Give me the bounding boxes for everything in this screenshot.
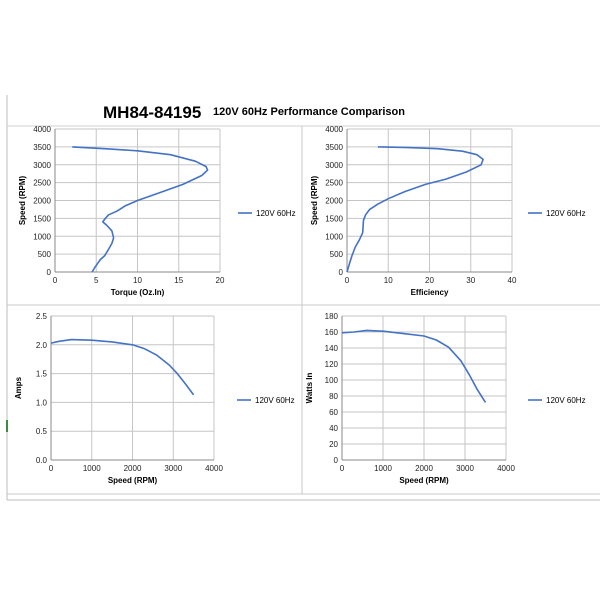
chart4-x-tick-label: 0 bbox=[340, 464, 345, 473]
chart4-x-tick-label: 2000 bbox=[415, 464, 433, 473]
chart2-x-tick-label: 0 bbox=[345, 276, 350, 285]
chart2-legend-label: 120V 60Hz bbox=[546, 209, 586, 218]
chart2-y-tick-label: 4000 bbox=[325, 125, 343, 134]
chart3-y-axis-label: Amps bbox=[14, 376, 23, 399]
chart4-x-tick-label: 4000 bbox=[497, 464, 515, 473]
chart2-x-tick-label: 20 bbox=[425, 276, 434, 285]
chart3-y-tick-label: 2.5 bbox=[36, 312, 48, 321]
chart3-x-tick-label: 4000 bbox=[205, 464, 223, 473]
chart2-y-tick-label: 2000 bbox=[325, 197, 343, 206]
chart1-x-tick-label: 15 bbox=[174, 276, 183, 285]
chart3-y-tick-label: 1.5 bbox=[36, 370, 48, 379]
chart4-y-tick-label: 80 bbox=[329, 392, 338, 401]
chart4-y-tick-label: 0 bbox=[334, 456, 339, 465]
chart2-x-tick-label: 30 bbox=[466, 276, 475, 285]
chart1-y-tick-label: 500 bbox=[38, 250, 52, 259]
chart1-x-axis-label: Torque (Oz.In) bbox=[111, 288, 165, 297]
chart2-x-tick-label: 10 bbox=[384, 276, 393, 285]
chart2-series-line bbox=[346, 146, 484, 273]
chart4-x-tick-label: 3000 bbox=[456, 464, 474, 473]
chart2-y-tick-label: 0 bbox=[339, 268, 344, 277]
chart4-series-line bbox=[341, 329, 487, 403]
chart4-y-tick-label: 140 bbox=[325, 344, 339, 353]
chart3-y-tick-label: 2.0 bbox=[36, 341, 48, 350]
chart3-series-line bbox=[50, 338, 195, 396]
chart3-y-tick-label: 1.0 bbox=[36, 398, 48, 407]
page-title: MH84-84195 bbox=[103, 103, 202, 122]
page-subtitle: 120V 60Hz Performance Comparison bbox=[213, 106, 405, 118]
chart3-x-tick-label: 2000 bbox=[124, 464, 142, 473]
chart1-x-tick-label: 0 bbox=[53, 276, 58, 285]
chart2-x-axis-label: Efficiency bbox=[411, 288, 449, 297]
chart2-y-tick-label: 500 bbox=[330, 250, 344, 259]
chart1-x-tick-label: 10 bbox=[133, 276, 142, 285]
chart4-x-axis-label: Speed (RPM) bbox=[399, 476, 449, 485]
chart1-y-tick-label: 2000 bbox=[33, 197, 51, 206]
chart4-y-tick-label: 60 bbox=[329, 408, 338, 417]
chart4-y-tick-label: 20 bbox=[329, 440, 338, 449]
chart4-y-tick-label: 100 bbox=[325, 376, 339, 385]
chart3-y-tick-label: 0.0 bbox=[36, 456, 48, 465]
chart1-y-tick-label: 4000 bbox=[33, 125, 51, 134]
chart3-x-tick-label: 0 bbox=[49, 464, 54, 473]
title-block: MH84-84195 120V 60Hz Performance Compari… bbox=[0, 103, 600, 125]
chart1-y-axis-label: Speed (RPM) bbox=[18, 176, 27, 226]
chart4-x-tick-label: 1000 bbox=[374, 464, 392, 473]
chart2-y-tick-label: 3500 bbox=[325, 143, 343, 152]
chart4-y-axis-label: Watts In bbox=[305, 372, 314, 403]
chart4-y-tick-label: 120 bbox=[325, 360, 339, 369]
chart4-y-tick-label: 40 bbox=[329, 424, 338, 433]
cell-marker bbox=[6, 420, 8, 432]
chart4-y-tick-label: 180 bbox=[325, 312, 339, 321]
chart2-y-tick-label: 2500 bbox=[325, 179, 343, 188]
chart1-series-line bbox=[72, 146, 209, 273]
chart3-legend-label: 120V 60Hz bbox=[255, 396, 295, 405]
chart4-legend-label: 120V 60Hz bbox=[546, 396, 586, 405]
chart3-x-tick-label: 1000 bbox=[83, 464, 101, 473]
chart1-y-tick-label: 1500 bbox=[33, 214, 51, 223]
chart1-legend-label: 120V 60Hz bbox=[256, 209, 296, 218]
chart3-x-tick-label: 3000 bbox=[164, 464, 182, 473]
chart3-x-axis-label: Speed (RPM) bbox=[108, 476, 158, 485]
chart1-y-tick-label: 0 bbox=[47, 268, 52, 277]
chart1-x-tick-label: 20 bbox=[216, 276, 225, 285]
chart2-y-tick-label: 1000 bbox=[325, 232, 343, 241]
chart1-y-tick-label: 3500 bbox=[33, 143, 51, 152]
chart2-y-tick-label: 1500 bbox=[325, 214, 343, 223]
chart2-x-tick-label: 40 bbox=[508, 276, 517, 285]
chart1-x-tick-label: 5 bbox=[94, 276, 99, 285]
chart3-y-tick-label: 0.5 bbox=[36, 427, 48, 436]
chart2-y-axis-label: Speed (RPM) bbox=[310, 176, 319, 226]
chart1-y-tick-label: 3000 bbox=[33, 161, 51, 170]
chart1-y-tick-label: 2500 bbox=[33, 179, 51, 188]
chart4-y-tick-label: 160 bbox=[325, 328, 339, 337]
chart2-y-tick-label: 3000 bbox=[325, 161, 343, 170]
chart1-y-tick-label: 1000 bbox=[33, 232, 51, 241]
